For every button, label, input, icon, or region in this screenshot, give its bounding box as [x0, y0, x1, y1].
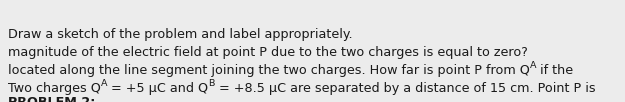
Text: located along the line segment joining the two charges. How far is point P from : located along the line segment joining t… [8, 64, 530, 77]
Text: = +8.5 μC are separated by a distance of 15 cm. Point P is: = +8.5 μC are separated by a distance of… [215, 82, 596, 95]
Text: A: A [530, 61, 536, 70]
Text: if the: if the [536, 64, 574, 77]
Text: Draw a sketch of the problem and label appropriately.: Draw a sketch of the problem and label a… [8, 28, 352, 41]
Text: B: B [209, 79, 215, 88]
Text: = +5 μC and Q: = +5 μC and Q [107, 82, 209, 95]
Text: magnitude of the electric field at point P due to the two charges is equal to ze: magnitude of the electric field at point… [8, 46, 528, 59]
Text: Two charges Q: Two charges Q [8, 82, 101, 95]
Text: A: A [101, 79, 107, 88]
Text: PROBLEM 2:: PROBLEM 2: [8, 96, 96, 102]
